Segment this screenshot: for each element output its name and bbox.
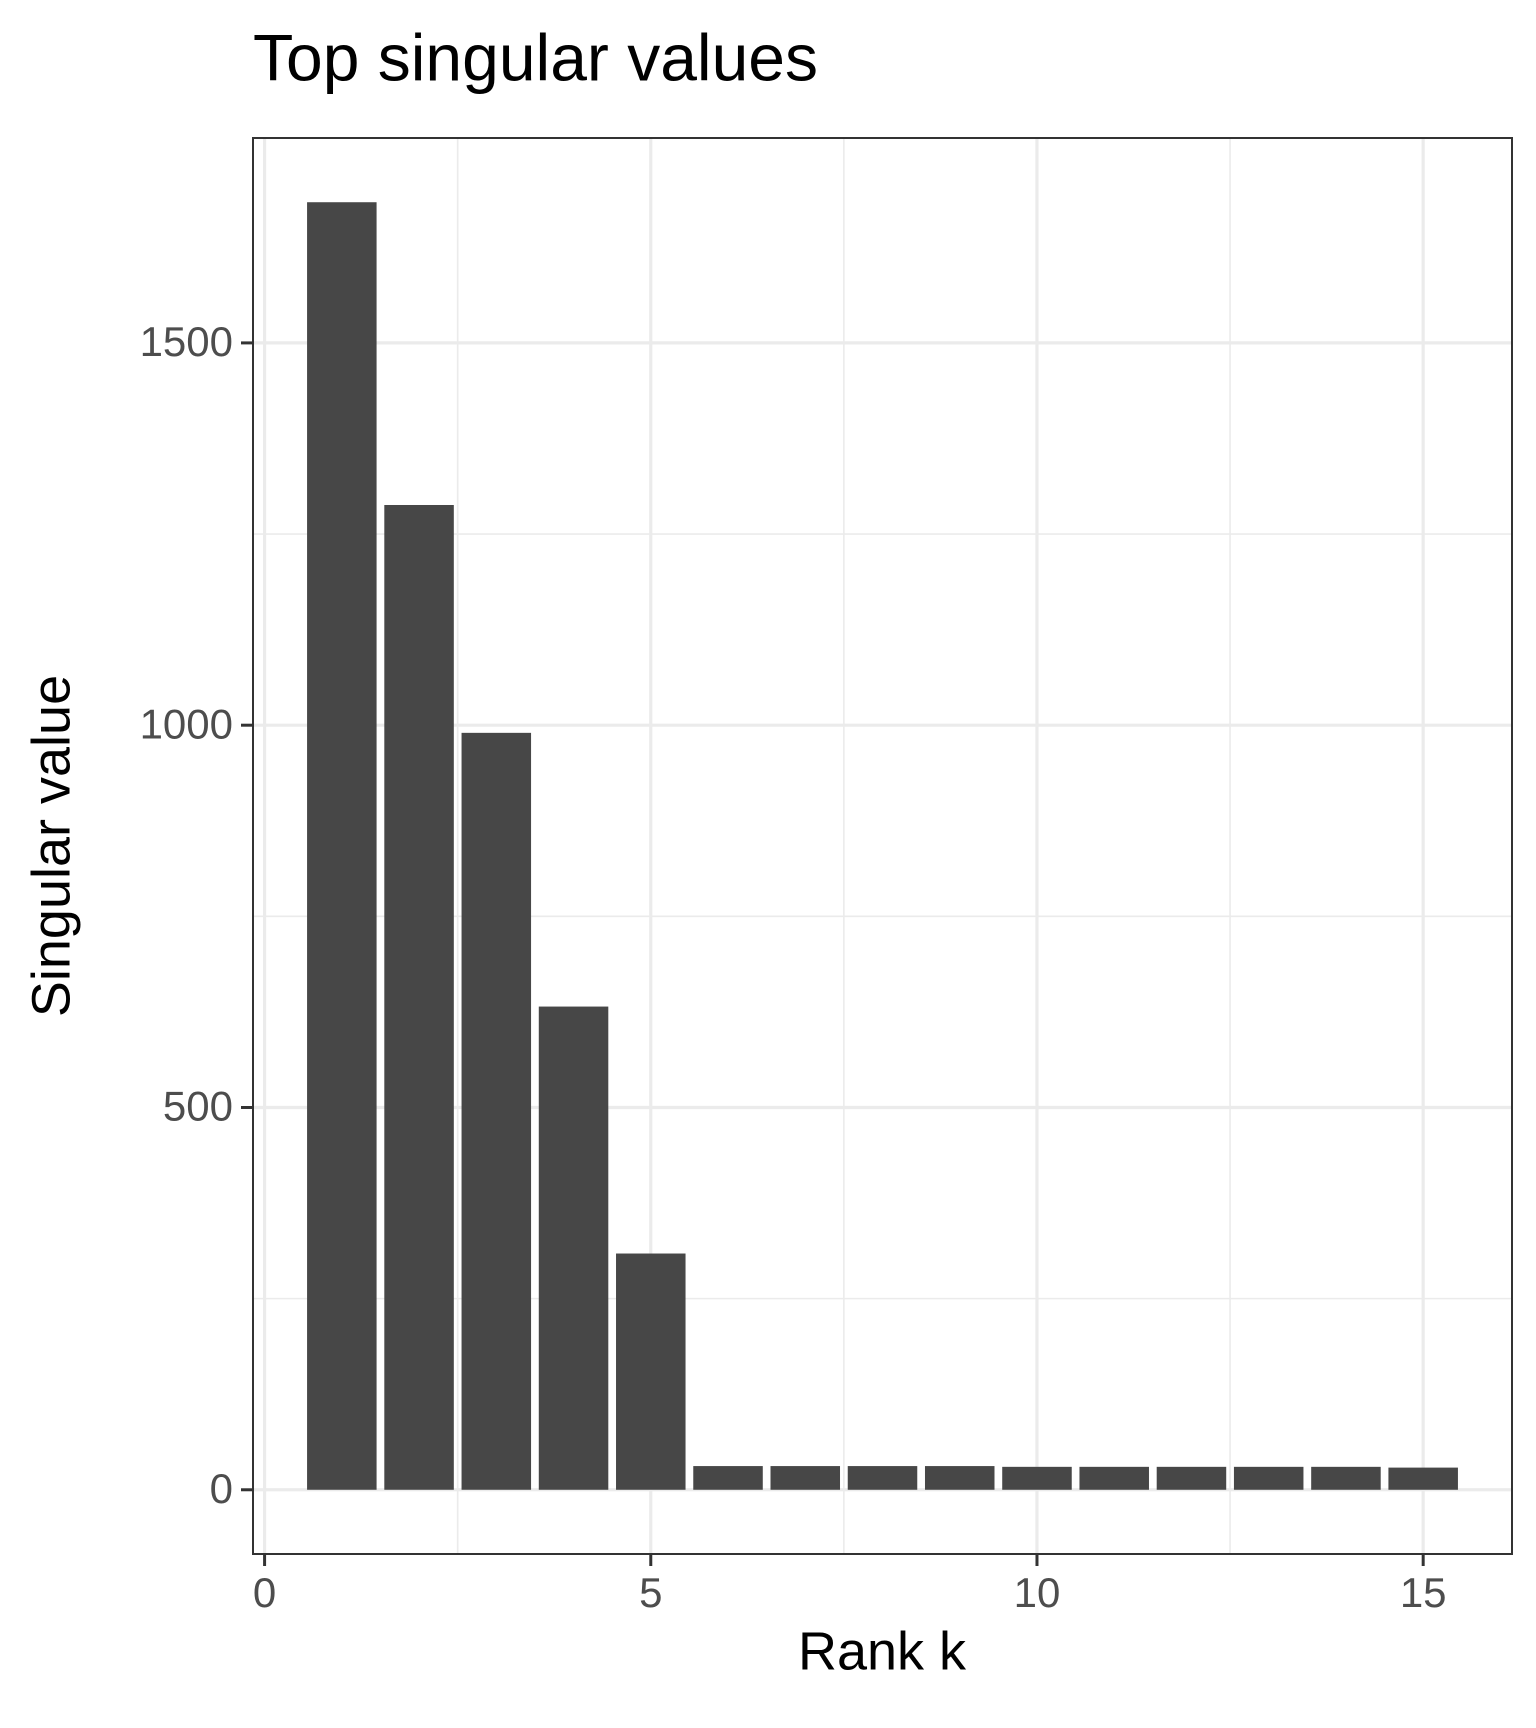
- x-tick-label: 5: [639, 1569, 662, 1616]
- x-tick-label: 15: [1400, 1569, 1447, 1616]
- bar: [847, 1466, 918, 1490]
- y-tick-label: 0: [210, 1465, 233, 1512]
- bar: [461, 732, 532, 1490]
- bar: [307, 202, 377, 1490]
- bar: [1233, 1466, 1304, 1490]
- bar: [1156, 1466, 1227, 1490]
- x-tick-label: 0: [253, 1569, 276, 1616]
- bar: [1388, 1467, 1458, 1490]
- y-tick-label: 500: [163, 1083, 233, 1130]
- bar: [693, 1466, 763, 1490]
- chart-title: Top singular values: [253, 20, 818, 94]
- bar: [538, 1006, 609, 1490]
- y-axis-title: Singular value: [21, 675, 81, 1017]
- panel-border: [252, 137, 1513, 1555]
- bar: [616, 1253, 686, 1490]
- bar: [1002, 1466, 1072, 1490]
- x-tick-label: 10: [1014, 1569, 1061, 1616]
- bar: [770, 1466, 841, 1490]
- bar: [384, 504, 454, 1490]
- x-axis-title: Rank k: [798, 1621, 967, 1681]
- y-tick-label: 1500: [140, 318, 233, 365]
- bar: [1079, 1466, 1149, 1490]
- y-tick-label: 1000: [140, 700, 233, 747]
- bar: [924, 1466, 995, 1490]
- bar: [1311, 1466, 1381, 1490]
